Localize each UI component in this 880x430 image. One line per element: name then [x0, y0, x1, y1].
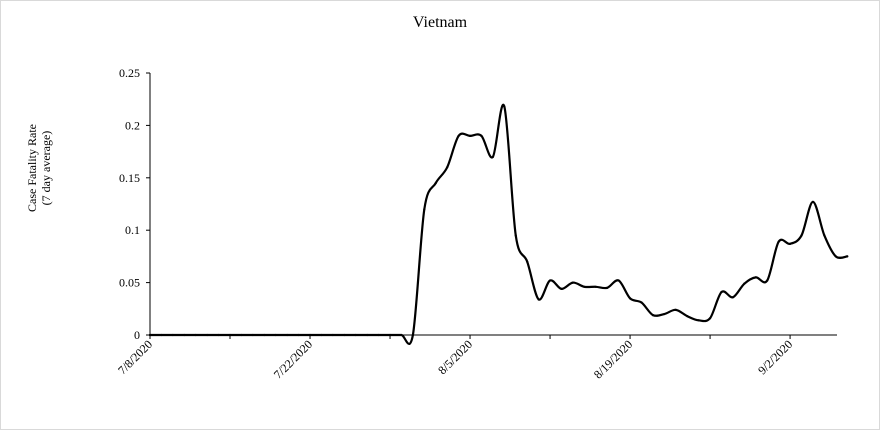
data-point: [240, 333, 243, 337]
data-point: [548, 279, 552, 282]
data-point: [754, 276, 757, 279]
data-point: [697, 319, 700, 322]
data-point: [423, 208, 426, 211]
data-point: [526, 260, 529, 263]
data-point: [491, 155, 494, 158]
data-point: [777, 240, 780, 243]
y-tick-label: 0.2: [125, 118, 140, 132]
data-point: [343, 333, 346, 337]
data-point: [354, 333, 357, 337]
y-axis-label-line-2: (7 day average): [39, 131, 53, 206]
data-point: [571, 281, 575, 284]
data-point: [148, 333, 152, 337]
data-point: [708, 317, 712, 320]
data-point: [320, 333, 323, 337]
x-tick-label: 9/2/2020: [755, 337, 795, 377]
data-point: [514, 234, 517, 237]
y-tick-label: 0: [134, 328, 140, 342]
data-point: [377, 333, 380, 337]
x-tick-label: 7/8/2020: [115, 337, 155, 377]
data-point: [823, 234, 826, 237]
data-point: [308, 333, 312, 337]
data-point: [457, 134, 460, 137]
data-point: [594, 285, 597, 288]
data-point: [388, 333, 392, 337]
x-tick-label: 7/22/2020: [271, 337, 315, 381]
data-point: [663, 312, 666, 316]
data-point: [640, 301, 643, 304]
data-point: [583, 285, 586, 288]
data-point: [617, 279, 620, 282]
data-point: [628, 297, 632, 300]
data-point: [503, 105, 506, 108]
x-ticks: 7/8/2020 7/22/2020 8/5/2020 8/19/2020 9/2/20…: [115, 335, 795, 382]
data-point: [720, 290, 723, 294]
data-point: [274, 333, 277, 337]
y-axis-label: Case Fatality Rate (7 day average): [25, 124, 53, 212]
data-point: [228, 333, 232, 337]
data-point: [366, 333, 369, 337]
data-point: [263, 333, 266, 337]
data-point: [743, 282, 746, 285]
data-point: [834, 255, 837, 258]
data-point: [183, 333, 186, 337]
data-point: [846, 255, 849, 258]
data-point: [651, 313, 655, 317]
data-points: [148, 105, 849, 337]
x-tick-label: 8/19/2020: [591, 337, 635, 381]
chart-title: Vietnam: [413, 14, 468, 31]
y-tick-label: 0.05: [119, 276, 140, 290]
data-point: [811, 200, 815, 204]
data-point: [788, 242, 792, 245]
data-point: [674, 308, 677, 311]
y-axis-label-line-1: Case Fatality Rate: [25, 124, 39, 212]
data-point: [286, 333, 289, 337]
data-point: [434, 181, 437, 185]
data-point: [480, 134, 483, 137]
data-point: [537, 298, 540, 301]
data-point: [560, 287, 563, 290]
data-point: [411, 333, 414, 337]
data-point: [331, 333, 334, 337]
data-point: [606, 286, 609, 289]
data-point: [800, 234, 803, 237]
data-point: [206, 333, 209, 337]
y-tick-label: 0.1: [125, 223, 140, 237]
data-point: [251, 333, 254, 337]
data-point: [297, 333, 300, 337]
data-point: [468, 134, 472, 137]
x-tick-label: 8/5/2020: [435, 337, 475, 377]
data-point: [217, 333, 220, 337]
data-point: [400, 333, 403, 337]
data-point: [686, 315, 689, 318]
data-point: [766, 279, 769, 282]
series-line: [148, 103, 849, 345]
data-point: [731, 296, 735, 299]
y-tick-label: 0.15: [119, 171, 140, 185]
y-ticks: 0 0.05 0.1 0.15 0.2 0.25: [119, 66, 150, 342]
data-point: [171, 333, 174, 337]
y-tick-label: 0.25: [119, 66, 140, 80]
data-point: [194, 333, 197, 337]
data-point: [446, 166, 449, 169]
data-point: [160, 333, 163, 337]
